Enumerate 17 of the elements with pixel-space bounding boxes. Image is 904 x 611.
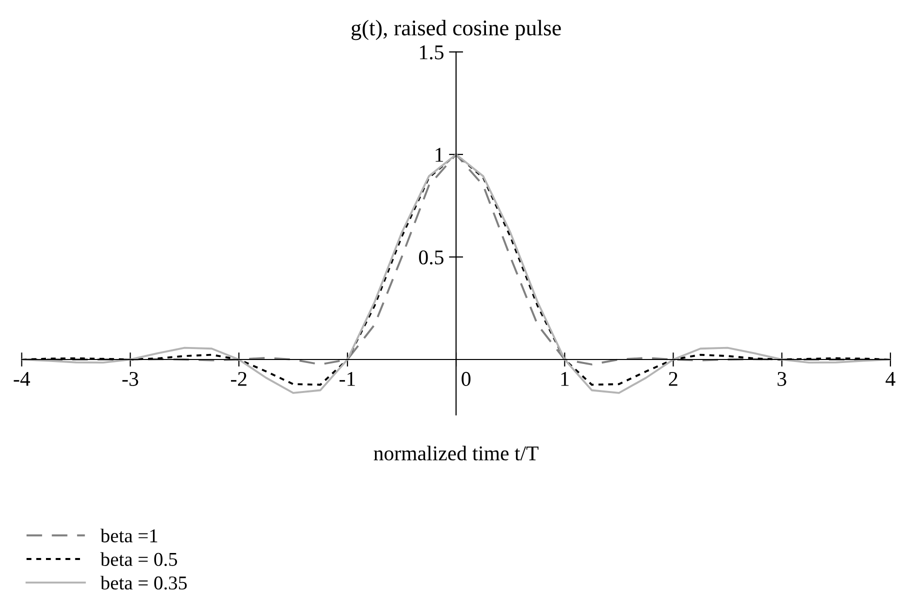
- legend-label: beta = 0.5: [100, 552, 178, 566]
- y-tick-label: 1.5: [420, 45, 444, 60]
- x-tick-label: 2: [668, 372, 678, 386]
- y-tick-label: 0.5: [419, 250, 444, 265]
- x-tick-label: 1: [561, 372, 569, 386]
- chart-title: g(t), raised cosine pulse: [351, 20, 561, 40]
- x-tick-label: 4: [886, 372, 896, 386]
- x-axis-title: normalized time t/T: [374, 446, 538, 460]
- x-tick-label: -2: [230, 372, 246, 386]
- legend-label: beta =1: [100, 528, 158, 542]
- x-tick-label: -3: [122, 372, 138, 386]
- legend-label: beta = 0.35: [100, 576, 187, 590]
- x-tick-label: -1: [340, 372, 355, 386]
- x-tick-label: -4: [14, 372, 30, 386]
- x-tick-label: 3: [778, 372, 786, 386]
- y-tick-label: 1: [436, 148, 444, 162]
- x-tick-label: 0: [462, 372, 470, 386]
